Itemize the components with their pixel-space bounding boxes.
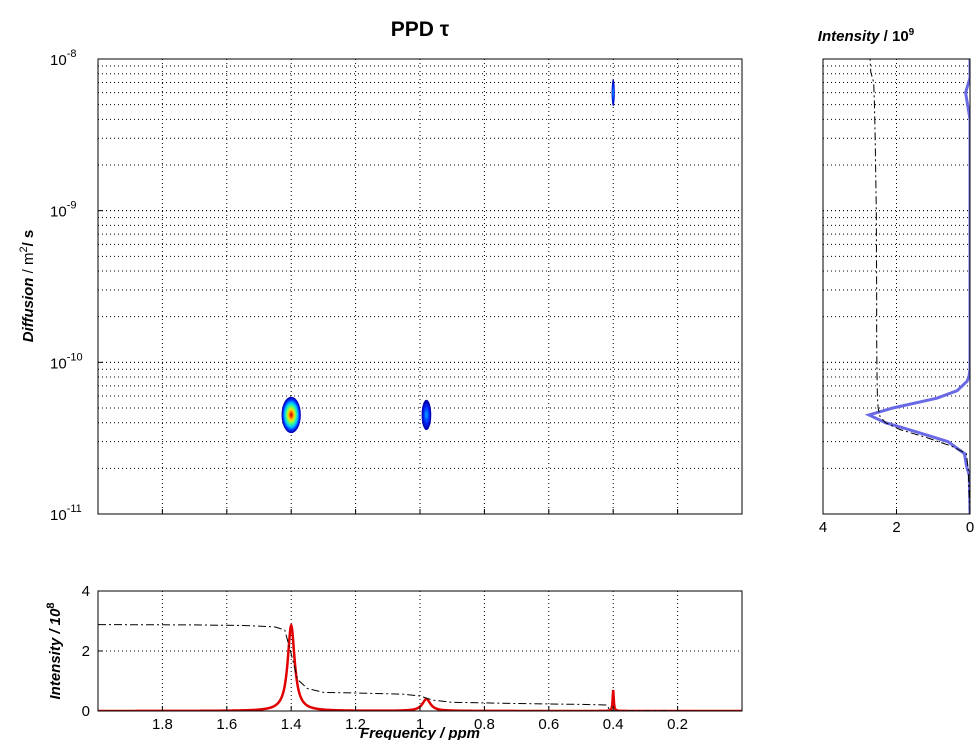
right-ticks: 4 2 0 — [819, 509, 974, 536]
right-x-tick-label-2: 0 — [966, 519, 974, 536]
main-y-tick-label-2: 10-10 — [50, 351, 83, 372]
bottom-y-axis-label-exp: 8 — [45, 603, 57, 609]
bottom-x-tick-label-2: 1.4 — [281, 716, 302, 733]
chart-title: PPD τ — [391, 18, 450, 41]
main-y-axis-label: Diffusion / m2/ s — [18, 230, 37, 343]
right-x-tick-label-0: 4 — [819, 519, 827, 536]
right-panel-title-exp: 9 — [909, 27, 915, 38]
main-peak-2 — [611, 78, 615, 107]
bottom-x-tick-label-0: 1.8 — [152, 716, 173, 733]
main-y-axis-label-unit: / m — [20, 253, 37, 274]
right-grid — [823, 59, 970, 514]
bottom-grid — [98, 591, 742, 711]
bottom-y-tick-label-1: 2 — [82, 643, 90, 660]
main-y-tick-exp-2: -10 — [67, 351, 83, 363]
right-panel-title-sep: / 10 — [879, 28, 908, 45]
main-peak-1 — [421, 399, 432, 431]
main-y-tick-label-3: 10-11 — [50, 503, 82, 524]
bottom-x-tick-label-1: 1.6 — [216, 716, 237, 733]
main-y-axis-label-exp: 2 — [18, 246, 30, 252]
bottom-spectrum-line — [98, 622, 742, 711]
bottom-y-tick-label-0: 0 — [82, 703, 90, 720]
x-axis-label: Frequency / ppm — [360, 725, 480, 740]
right-lines — [864, 59, 970, 514]
right-integral-line — [869, 59, 970, 514]
bottom-x-tick-label-5: 0.8 — [474, 716, 495, 733]
right-projection-plot: 4 2 0 — [819, 58, 974, 536]
main-y-tick-exp-0: -8 — [67, 48, 77, 60]
main-y-tick-base-3: 10 — [50, 507, 67, 524]
main-y-tick-base-1: 10 — [50, 204, 67, 221]
bottom-x-tick-label-6: 0.6 — [538, 716, 559, 733]
main-peak-1-contour-3 — [424, 410, 428, 420]
main-y-tick-label-1: 10-9 — [50, 200, 76, 221]
main-peak-0 — [281, 396, 301, 434]
right-projection-line — [864, 59, 970, 514]
bottom-x-tick-label-7: 0.4 — [603, 716, 624, 733]
bottom-x-tick-label-8: 0.2 — [667, 716, 688, 733]
main-y-axis-label-prefix: Diffusion — [20, 278, 37, 343]
main-y-tick-label-0: 10-8 — [50, 48, 76, 69]
main-y-tick-base-2: 10 — [50, 355, 67, 372]
bottom-spectrum-plot: 1.8 1.6 1.4 1.2 1 0.8 0.6 0.4 0.2 0 2 4 Intensity /… — [45, 583, 743, 740]
bottom-ticks: 1.8 1.6 1.4 1.2 1 0.8 0.6 0.4 0.2 0 2 4 — [82, 583, 688, 733]
bottom-x-tick-label-4: 1 — [416, 716, 424, 733]
bottom-y-axis-label: Intensity / 108 — [45, 603, 64, 700]
right-panel-title: Intensity / 109 — [818, 27, 915, 45]
main-peaks — [281, 78, 615, 434]
bottom-y-axis-label-text: Intensity / 10 — [47, 608, 64, 700]
right-panel-title-word: Intensity — [818, 28, 880, 45]
main-grid — [98, 59, 742, 514]
main-y-tick-base-0: 10 — [50, 52, 67, 69]
main-y-tick-exp-3: -11 — [67, 503, 82, 515]
bottom-x-tick-label-3: 1.2 — [345, 716, 366, 733]
main-peak-0-contour-11 — [290, 412, 293, 417]
bottom-y-tick-label-2: 4 — [82, 583, 90, 600]
right-x-tick-label-1: 2 — [892, 519, 900, 536]
main-y-axis-label-tail: / s — [20, 230, 37, 247]
main-peak-2-contour-3 — [612, 88, 614, 97]
main-y-tick-exp-1: -9 — [67, 200, 77, 212]
